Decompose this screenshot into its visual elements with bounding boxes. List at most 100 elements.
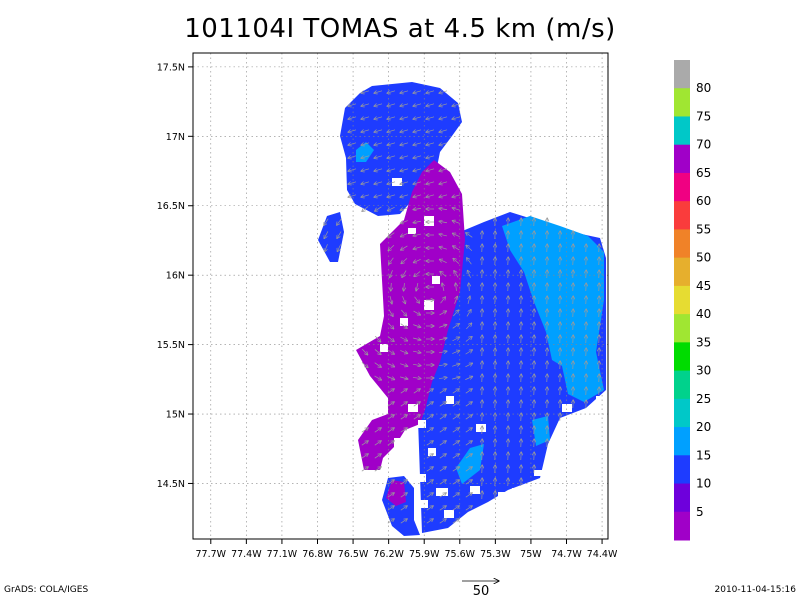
wind-vector [387, 195, 396, 197]
wind-vector [400, 336, 407, 341]
x-axis: 77.7W 77.4W 77.1W 76.8W 76.5W 76.2W 75.9W 75.6W… [196, 539, 618, 560]
colorbar-swatch [674, 88, 690, 117]
wind-vector [413, 156, 422, 158]
wind-vector [400, 389, 407, 394]
data-gap [408, 404, 418, 412]
chart-title: 101104I TOMAS at 4.5 km (m/s) [184, 14, 616, 44]
wind-vector [361, 156, 370, 158]
wind-vector [439, 311, 447, 316]
wind-vector [426, 195, 435, 197]
wind-vector [348, 182, 357, 184]
wind-vector [452, 117, 461, 119]
data-gap [446, 396, 454, 404]
wind-vector [452, 467, 459, 472]
wind-vector [401, 245, 408, 250]
y-tick-label: 16.5N [157, 201, 185, 212]
wind-vector [439, 454, 446, 459]
wind-vector [348, 156, 357, 158]
wind-vector [413, 234, 421, 236]
wind-vector [465, 350, 473, 355]
wind-vector [387, 493, 394, 498]
wind-vector [465, 454, 472, 459]
wind-vector [416, 283, 418, 291]
wind-vector [361, 143, 370, 145]
wind-vector [387, 206, 395, 210]
wind-vector [348, 117, 357, 119]
wind-vector [465, 376, 472, 380]
wind-speed-field [318, 82, 606, 536]
wind-vector [465, 402, 472, 407]
data-gap [394, 438, 404, 448]
wind-vector [439, 493, 446, 498]
wind-vector [413, 338, 421, 340]
wind-vector [400, 480, 407, 485]
wind-vector [468, 296, 470, 304]
wind-vector [387, 117, 396, 119]
wind-vector [413, 104, 422, 106]
data-gap [372, 240, 380, 248]
wind-vector [387, 480, 394, 485]
wind-vector [387, 130, 396, 132]
wind-vector [361, 348, 368, 355]
wind-vector [454, 296, 458, 304]
colorbar-label: 70 [696, 138, 711, 152]
wind-vector [439, 130, 448, 132]
wind-vector [439, 234, 447, 236]
colorbar-label: 80 [696, 81, 711, 95]
wind-vector [337, 244, 341, 251]
wind-vector [374, 91, 383, 93]
wind-vector [400, 493, 407, 498]
wind-vector [465, 467, 472, 472]
x-tick-label: 74.4W [587, 549, 618, 560]
data-gap [596, 396, 604, 404]
colorbar-label: 30 [696, 364, 711, 378]
wind-vector [374, 195, 383, 197]
wind-vector [452, 415, 459, 420]
wind-vector [465, 480, 472, 485]
wind-vector [452, 104, 461, 106]
wind-vector [387, 376, 394, 379]
wind-vector [400, 415, 407, 420]
wind-vector [439, 467, 446, 472]
colorbar-swatch [674, 314, 690, 343]
data-gap [424, 300, 434, 310]
x-tick-label: 77.4W [231, 549, 262, 560]
colorbar-swatch [674, 455, 690, 485]
colorbar-swatch [674, 172, 690, 202]
wind-vector [426, 143, 435, 145]
data-gap [436, 488, 448, 496]
wind-vector [400, 232, 408, 236]
wind-vector [324, 218, 329, 226]
wind-vector [413, 208, 422, 209]
wind-vector [452, 493, 459, 498]
wind-vector [467, 258, 472, 265]
wind-vector [374, 441, 381, 446]
wind-vector [387, 506, 394, 511]
data-gap [498, 492, 508, 500]
wind-vector [439, 195, 448, 197]
wind-vector [452, 428, 459, 433]
wind-vector [439, 402, 446, 407]
wind-vector [439, 91, 448, 93]
data-gap [534, 470, 542, 476]
data-gap [400, 318, 408, 326]
data-gap [358, 376, 368, 384]
wind-vector [402, 296, 406, 303]
wind-vector [402, 270, 407, 278]
wind-vector [400, 323, 407, 329]
wind-vector [400, 130, 409, 132]
wind-vector [465, 389, 472, 394]
wind-vector [413, 221, 421, 223]
y-tick-label: 15N [166, 410, 185, 421]
wind-vector [439, 169, 448, 171]
wind-vector [361, 104, 370, 106]
wind-vector [391, 282, 392, 291]
field-south-tail-purple [386, 480, 406, 506]
wind-vector [466, 310, 471, 317]
x-tick-label: 77.1W [267, 549, 298, 560]
wind-vector [413, 389, 420, 394]
wind-vector [439, 519, 446, 524]
wind-vector [361, 169, 370, 171]
wind-vector [465, 428, 472, 433]
wind-vector [348, 169, 357, 171]
